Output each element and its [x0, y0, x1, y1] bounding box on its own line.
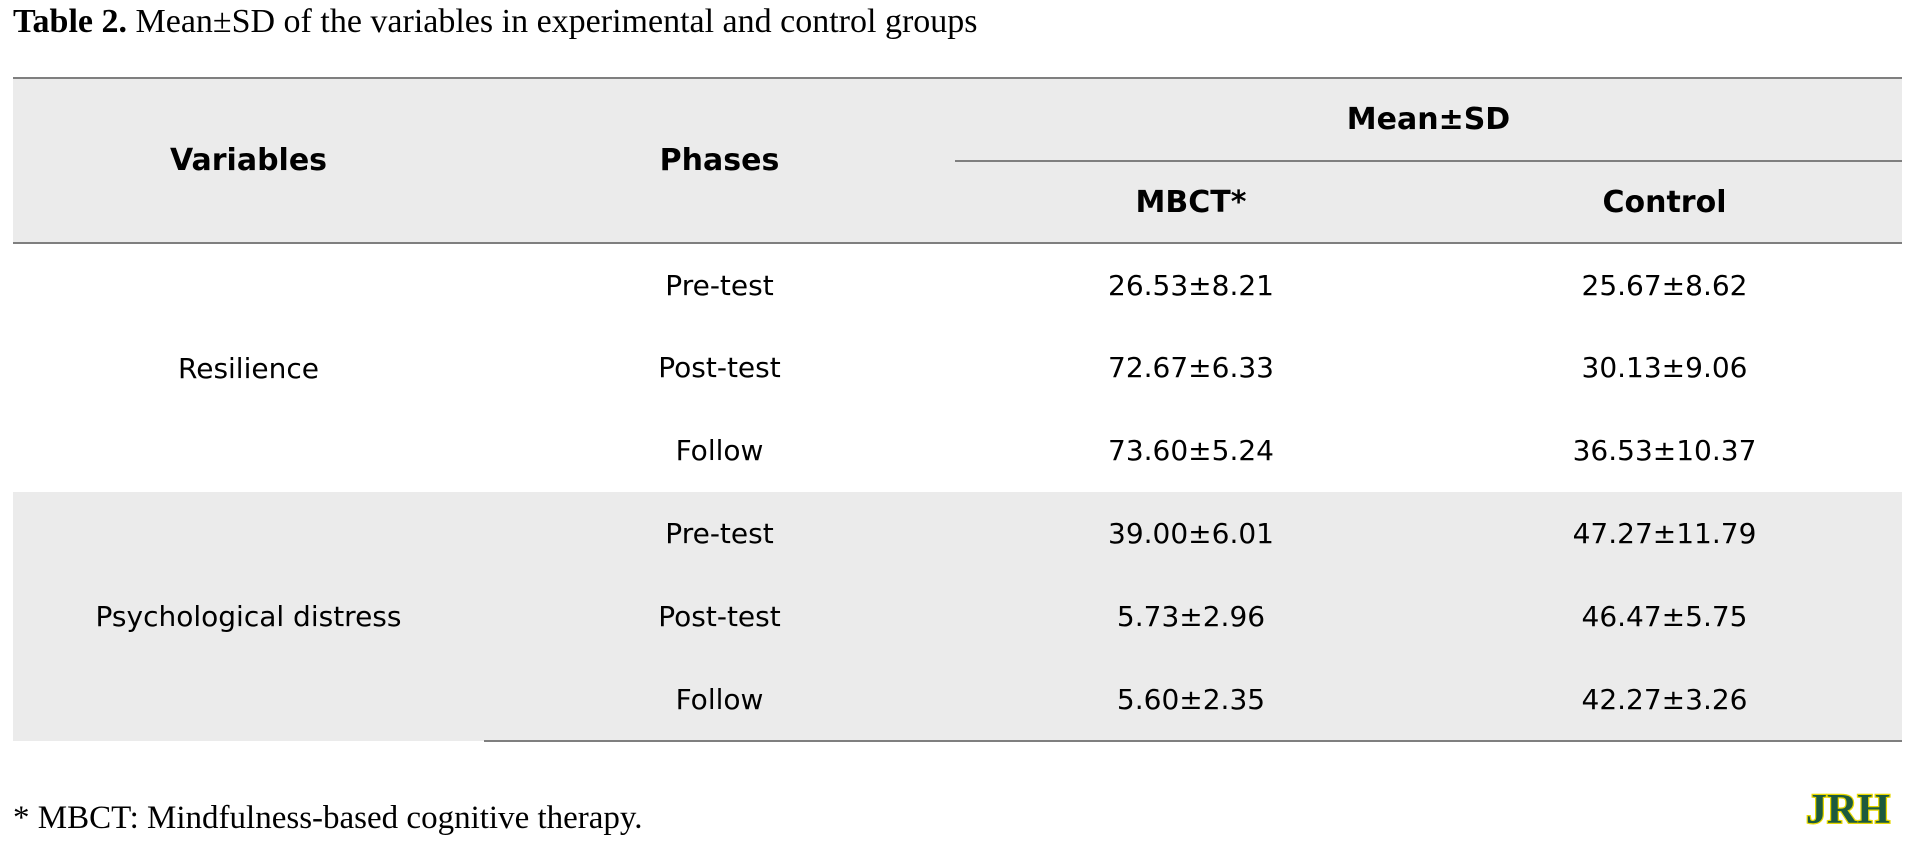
table-row: Follow 5.60±2.35 42.27±3.26	[13, 658, 1902, 742]
mbct-cell: 26.53±8.21	[1108, 268, 1274, 302]
phase-cell: Follow	[675, 434, 764, 467]
control-cell: 25.67±8.62	[1581, 268, 1748, 302]
mbct-cell: 72.67±6.33	[1108, 351, 1274, 384]
header-control: Control	[1427, 161, 1902, 244]
mbct-cell: 39.00±6.01	[955, 492, 1427, 575]
header-mbct: MBCT*	[955, 161, 1427, 244]
control-cell: 42.27±3.26	[1427, 658, 1902, 742]
table-footnote: * MBCT: Mindfulness-based cognitive ther…	[13, 800, 643, 836]
journal-logo-text: JRH	[1806, 789, 1890, 829]
table-header: Variables Phases Mean±SD MBCT* Control	[13, 77, 1902, 244]
mbct-cell: 5.73±2.96	[955, 575, 1427, 658]
mbct-cell: 73.60±5.24	[1108, 434, 1274, 467]
mbct-cell: 5.60±2.35	[955, 658, 1427, 742]
control-cell: 46.47±5.75	[1427, 575, 1902, 658]
phase-cell: Pre-test	[665, 268, 774, 302]
table-caption-label: Table 2.	[13, 3, 128, 40]
phase-cell: Follow	[484, 658, 955, 742]
table-row: Follow 73.60±5.24 36.53±10.37	[13, 409, 1902, 492]
table-row: Psychological distress Pre-test 39.00±6.…	[13, 492, 1902, 741]
journal-logo: JRH	[1805, 789, 1892, 829]
header-variables: Variables	[13, 77, 484, 244]
table-caption: Table 2. Mean±SD of the variables in exp…	[13, 2, 978, 42]
variable-cell: Psychological distress	[13, 492, 484, 741]
group-resilience: Resilience Pre-test 26.53±8.21 25.67±8.6…	[13, 243, 1902, 492]
table-row: Post-test 5.73±2.96 46.47±5.75	[13, 575, 1902, 658]
control-cell: 47.27±11.79	[1427, 492, 1902, 575]
header-mean-sd: Mean±SD	[955, 77, 1902, 162]
phase-cell: Post-test	[484, 575, 955, 658]
results-table: Variables Phases Mean±SD MBCT* Control R…	[13, 77, 1902, 742]
variable-cell: Resilience	[178, 351, 319, 385]
table-row: Resilience Pre-test 26.53±8.21 25.67±8.6…	[13, 243, 1902, 385]
control-cell: 30.13±9.06	[1581, 351, 1748, 384]
phase-cell: Pre-test	[484, 492, 955, 575]
control-cell: 36.53±10.37	[1572, 434, 1757, 467]
phase-cell: Post-test	[658, 351, 781, 384]
table-caption-text: Mean±SD of the variables in experimental…	[135, 3, 978, 40]
group-psychological-distress: Psychological distress Pre-test 39.00±6.…	[13, 492, 1902, 742]
header-phases: Phases	[484, 77, 955, 244]
table-row: Post-test 72.67±6.33 30.13±9.06	[13, 326, 1902, 409]
